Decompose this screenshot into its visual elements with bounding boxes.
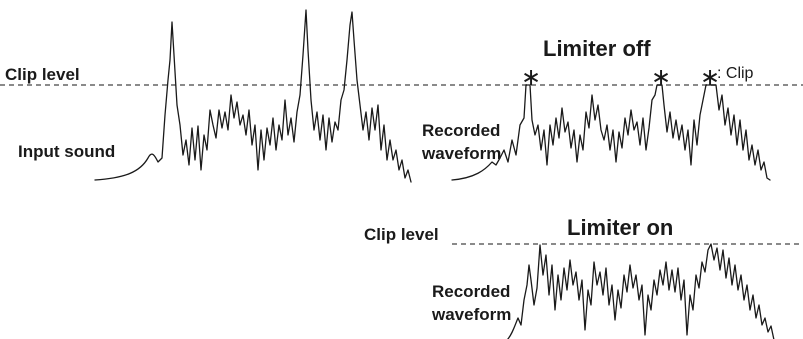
- recorded-waveform-limiter-off: [451, 84, 771, 181]
- limiter-on-title: Limiter on: [567, 215, 673, 240]
- clip-marker-3: ∗: [700, 63, 720, 91]
- clip-marker-1: ∗: [521, 63, 541, 91]
- recorded-label-off-line1: Recorded: [422, 121, 500, 140]
- clip-legend-text: : Clip: [717, 65, 754, 82]
- recorded-label-off-line2: waveform: [421, 144, 501, 163]
- clip-marker-2: ∗: [651, 63, 671, 91]
- limiter-off-title: Limiter off: [543, 36, 651, 61]
- recorded-label-on-line2: waveform: [431, 305, 511, 324]
- clip-level-label-right: Clip level: [364, 225, 439, 244]
- input-sound-label: Input sound: [18, 142, 115, 161]
- clip-level-label-left: Clip level: [5, 65, 80, 84]
- input-sound-waveform: [94, 9, 412, 183]
- recorded-label-on-line1: Recorded: [432, 282, 510, 301]
- recorded-waveform-limiter-on: [507, 243, 775, 339]
